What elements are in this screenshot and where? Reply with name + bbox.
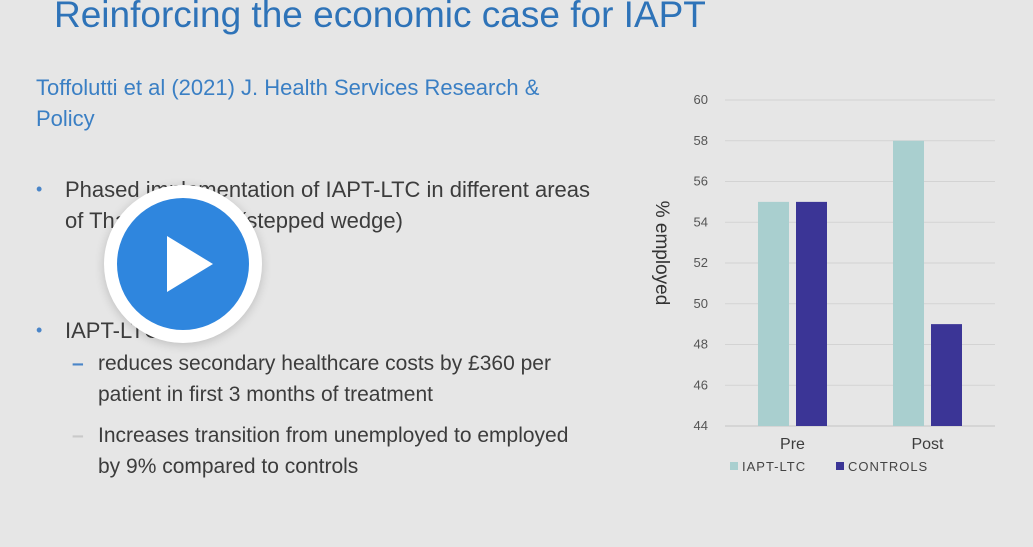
sub-bullet-item: – Increases transition from unemployed t… [36,420,596,482]
y-tick-label: 46 [694,377,708,392]
citation: Toffolutti et al (2021) J. Health Servic… [36,75,540,131]
dash-icon: – [72,424,84,447]
play-button[interactable] [104,185,262,343]
bar [758,201,789,426]
sub-bullet-item: – reduces secondary healthcare costs by … [36,348,596,410]
bullet-item: • IAPT-LTC – reduces secondary healthcar… [36,315,596,482]
y-tick-label: 50 [694,296,708,311]
y-tick-label: 54 [694,214,708,229]
sub-bullet-text: reduces secondary healthcare costs by £3… [98,352,551,406]
bullet-dot-icon: • [36,320,43,340]
legend-label: CONTROLS [848,459,928,474]
bar [893,140,924,426]
y-tick-label: 48 [694,337,708,352]
y-tick-label: 44 [694,418,708,433]
legend-swatch [836,462,844,470]
bar [931,324,962,426]
bar [796,201,827,426]
dash-icon: – [72,352,84,375]
x-tick-label: Post [911,436,944,453]
play-button-disc [117,198,249,330]
bullet-dot-icon: • [36,179,43,199]
sub-bullet-text: Increases transition from unemployed to … [98,424,569,478]
slide-title: Reinforcing the economic case for IAPT [54,0,706,35]
y-tick-label: 56 [694,174,708,189]
y-tick-label: 60 [694,92,708,107]
y-tick-label: 58 [694,133,708,148]
play-icon [167,236,213,292]
legend-label: IAPT-LTC [742,459,806,474]
y-axis-title: % employed [651,201,672,306]
legend-swatch [730,462,738,470]
employment-bar-chart: 44 46 48 50 52 54 56 58 60 % employed Pre Post IAPT-… [651,92,995,474]
x-tick-label: Pre [780,436,805,453]
y-tick-label: 52 [694,255,708,270]
